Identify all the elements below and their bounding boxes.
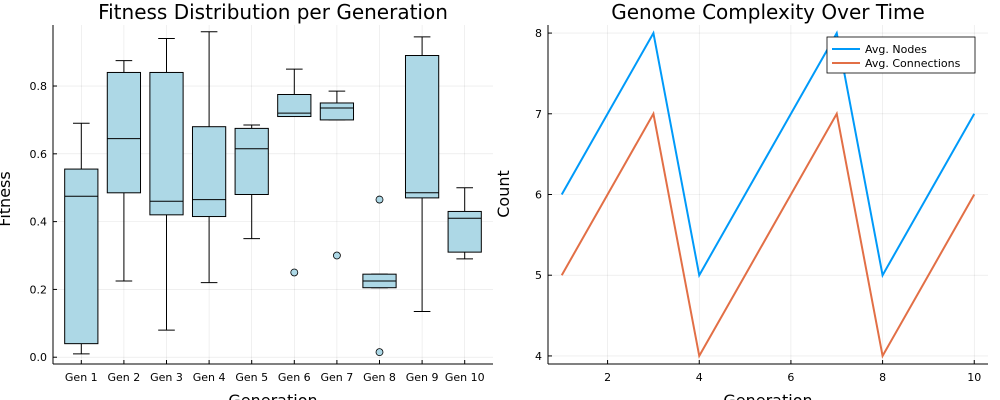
y-tick-label: 6 — [535, 189, 542, 202]
right-y-axis-label: Count — [494, 170, 513, 218]
box-7 — [319, 90, 355, 260]
y-tick-label: 0.8 — [30, 80, 48, 93]
box-body — [191, 126, 227, 218]
box-body — [404, 55, 440, 199]
outlier-point — [375, 348, 384, 357]
box-body — [149, 71, 184, 216]
box-10 — [447, 187, 482, 260]
box-body — [64, 168, 99, 345]
box-9 — [404, 36, 440, 312]
y-tick-label: 0.6 — [30, 148, 48, 161]
box-body — [319, 102, 355, 121]
x-tick-label: Gen 1 — [65, 371, 98, 384]
box-body — [277, 93, 312, 118]
x-tick-label: 10 — [967, 371, 981, 384]
left-x-ticks: Gen 1 Gen 2 Gen 3 Gen 4 Gen 5 Gen 6 Gen 7 Gen 8… — [65, 360, 485, 384]
right-y-ticks: 4 5 6 7 8 — [535, 27, 552, 363]
legend-label: Avg. Connections — [865, 57, 961, 70]
x-tick-label: Gen 8 — [363, 371, 396, 384]
box-2 — [106, 60, 142, 282]
box-5 — [234, 124, 269, 240]
left-chart-title: Fitness Distribution per Generation — [98, 0, 448, 24]
x-tick-label: 4 — [696, 371, 703, 384]
left-y-ticks: 0.0 0.2 0.4 0.6 0.8 — [30, 80, 57, 364]
outlier-point — [332, 251, 341, 260]
box-1 — [64, 122, 99, 355]
right-chart: Genome Complexity Over Time 4 5 6 7 8 2 4 6 8 10… — [494, 0, 988, 400]
x-tick-label: Gen 4 — [193, 371, 226, 384]
left-chart: Fitness Distribution per Generation 0.00… — [0, 0, 493, 400]
y-tick-label: 7 — [535, 108, 542, 121]
x-tick-label: Gen 3 — [150, 371, 183, 384]
box-3 — [149, 38, 184, 331]
box-4 — [191, 31, 227, 284]
box-body — [234, 127, 269, 196]
left-x-axis-label: Generation — [228, 391, 317, 400]
box-body — [106, 71, 142, 194]
outlier-point — [290, 268, 299, 277]
x-tick-label: 2 — [604, 371, 611, 384]
x-tick-label: Gen 10 — [445, 371, 485, 384]
box-6 — [277, 68, 312, 277]
box-body — [447, 210, 482, 253]
left-boxes — [64, 31, 482, 357]
y-tick-label: 0.2 — [30, 283, 48, 296]
box-8 — [362, 195, 397, 357]
x-tick-label: 8 — [879, 371, 886, 384]
x-tick-label: Gen 6 — [278, 371, 311, 384]
y-tick-label: 0.0 — [30, 351, 48, 364]
right-x-ticks: 2 4 6 8 10 — [604, 360, 981, 384]
x-tick-label: Gen 5 — [235, 371, 268, 384]
right-grid — [548, 25, 988, 364]
x-tick-label: 6 — [787, 371, 794, 384]
outlier-point — [375, 195, 384, 204]
right-lines — [560, 30, 976, 359]
series-line-avg-nodes — [560, 30, 976, 279]
legend-box — [826, 36, 976, 74]
left-axes — [52, 25, 493, 365]
y-tick-label: 5 — [535, 269, 542, 282]
y-tick-label: 0.4 — [30, 216, 48, 229]
left-y-axis-label: Fitness — [0, 171, 14, 226]
y-tick-label: 4 — [535, 350, 542, 363]
right-chart-title: Genome Complexity Over Time — [611, 0, 925, 24]
legend-label: Avg. Nodes — [865, 43, 927, 56]
y-tick-label: 8 — [535, 27, 542, 40]
x-tick-label: Gen 7 — [321, 371, 354, 384]
right-x-axis-label: Generation — [723, 391, 812, 400]
x-tick-label: Gen 9 — [406, 371, 439, 384]
x-tick-label: Gen 2 — [108, 371, 141, 384]
series-line-avg-connections — [560, 110, 976, 359]
